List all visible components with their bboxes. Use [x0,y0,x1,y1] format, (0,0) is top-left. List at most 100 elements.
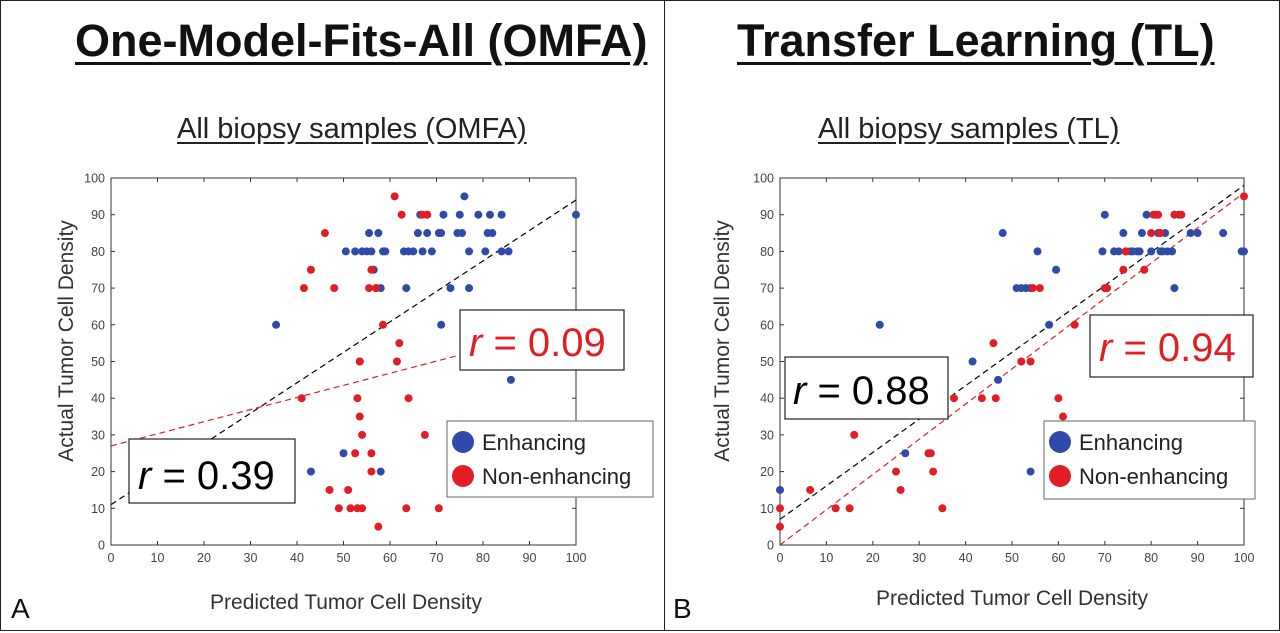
x-tick-label: 0 [777,551,784,565]
non-enhancing-point [1154,210,1163,219]
enhancing-point [497,210,506,219]
non-enhancing-point [1026,357,1035,366]
non-enhancing-point [1170,210,1179,219]
y-tick-label: 0 [767,539,774,553]
y-tick-label: 0 [98,539,105,553]
enhancing-point [465,284,474,293]
legend-marker-enhancing [452,431,474,453]
y-tick-label: 10 [760,502,774,516]
r-symbol: r [469,321,484,365]
enhancing-point [339,449,348,458]
r-annotation: r = 0.09 [469,321,606,365]
y-tick-label: 40 [760,392,774,406]
non-enhancing-point [831,504,840,513]
x-tick-label: 70 [430,551,444,565]
non-enhancing-point [367,449,376,458]
enhancing-point [439,210,448,219]
non-enhancing-point [1070,320,1079,329]
enhancing-point [1135,247,1144,256]
enhancing-point [1045,320,1054,329]
r-symbol: r [793,369,808,413]
non-enhancing-point [845,504,854,513]
enhancing-point [488,229,497,238]
panel-a-subtitle: All biopsy samples (OMFA) [177,113,527,145]
non-enhancing-point [1147,229,1156,238]
non-enhancing-point [1121,247,1130,256]
r-annotation-box [1089,314,1254,378]
non-enhancing-point [989,339,998,348]
enhancing-point [1142,210,1151,219]
x-tick-label: 20 [197,551,211,565]
non-enhancing-point [1059,412,1068,421]
panel-letter-a: A [11,593,30,624]
y-tick-label: 20 [91,465,105,479]
enhancing-point [1052,265,1061,274]
x-tick-label: 90 [1191,551,1205,565]
x-tick-label: 40 [290,551,304,565]
non-enhancing-point [1028,284,1037,293]
non-enhancing-point [325,485,334,494]
non-enhancing-point [346,504,355,513]
panel-b-title: Transfer Learning (TL) [737,15,1215,66]
non-enhancing-point [991,394,1000,403]
enhancing-point [968,357,977,366]
non-enhancing-point [950,394,958,403]
legend-label: Non-enhancing [1079,464,1228,489]
y-tick-label: 80 [91,245,105,259]
enhancing-point [1098,247,1107,256]
enhancing-point [418,247,427,256]
y-axis-label: Actual Tumor Cell Density [711,220,734,462]
non-enhancing-point [420,430,429,439]
legend-label: Enhancing [482,430,586,455]
x-tick-label: 80 [476,551,490,565]
y-tick-label: 30 [760,428,774,442]
enhancing-point [1100,210,1109,219]
y-tick-label: 40 [91,392,105,406]
non-enhancing-point [1119,265,1128,274]
x-tick-label: 50 [337,551,351,565]
enhancing-point [381,247,390,256]
enhancing-point [465,247,474,256]
enhancing-point [1119,229,1128,238]
enhancing-point [1033,247,1042,256]
r-value: = 0.09 [482,321,605,365]
enhancing-point [572,210,580,219]
enhancing-point [376,467,385,476]
non-enhancing-point [392,357,401,366]
enhancing-point [1219,229,1228,238]
x-tick-label: 0 [108,551,115,565]
enhancing-point [446,284,455,293]
panel-a: One-Model-Fits-All (OMFA) All biopsy sam… [0,0,665,631]
legend-marker-non-enhancing [1049,465,1071,487]
non-enhancing-point [367,467,376,476]
x-tick-label: 30 [244,551,258,565]
enhancing-point [1186,229,1195,238]
non-enhancing-point [977,394,986,403]
x-tick-label: 100 [1234,551,1255,565]
non-enhancing-point [351,449,360,458]
y-tick-label: 10 [91,502,105,516]
non-enhancing-point [1103,284,1112,293]
enhancing-point [506,375,515,384]
enhancing-point [1168,247,1177,256]
non-enhancing-point [372,284,381,293]
enhancing-point [1170,284,1179,293]
y-tick-label: 30 [91,428,105,442]
non-enhancing-point [358,430,367,439]
non-enhancing-point [320,229,329,238]
enhancing-point [497,247,506,256]
x-tick-label: 10 [819,551,833,565]
non-enhancing-point [306,265,315,274]
chart-b: 0 10 20 30 40 50 60 70 80 90 100 0 10 20 30 40 50 60 70 80 9… [711,172,1256,610]
x-tick-label: 100 [566,551,587,565]
panel-b-subtitle: All biopsy samples (TL) [818,113,1120,145]
enhancing-point [776,485,784,494]
enhancing-point [1240,247,1248,256]
enhancing-point [427,247,436,256]
x-axis-label: Predicted Tumor Cell Density [210,591,482,614]
enhancing-point [994,375,1003,384]
y-tick-label: 100 [753,172,774,186]
x-tick-label: 70 [1098,551,1112,565]
legend-marker-non-enhancing [452,465,474,487]
black-fit-line [780,184,1244,520]
